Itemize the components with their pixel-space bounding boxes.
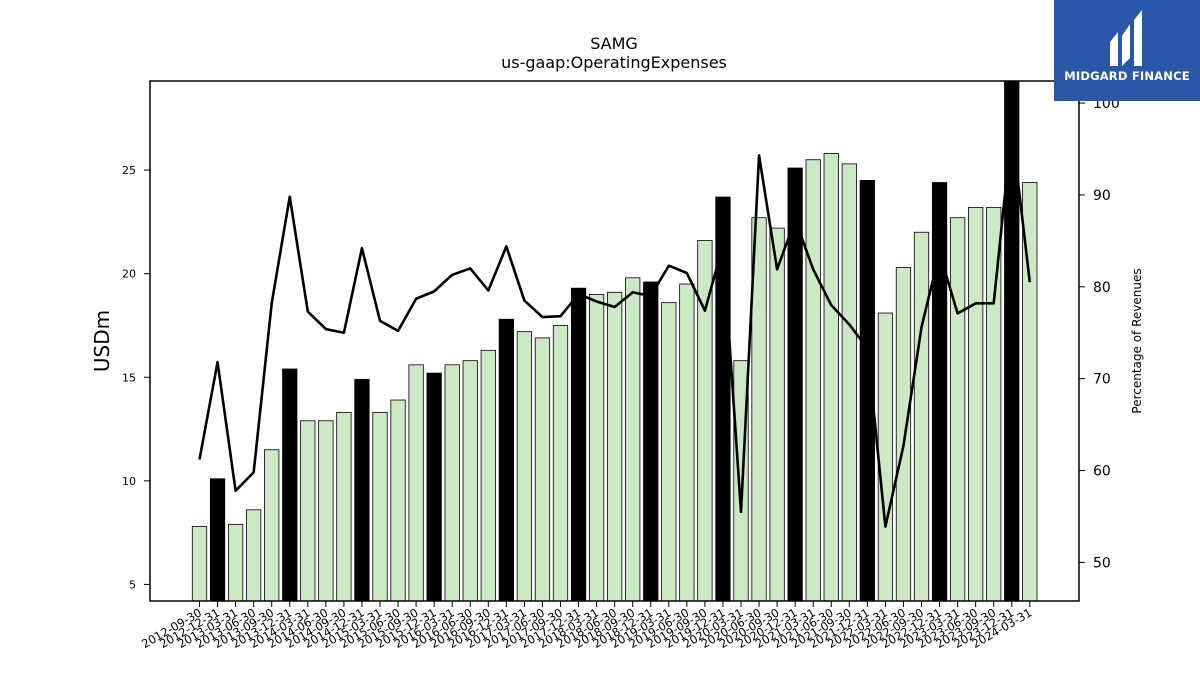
y-tick-label: 15 (122, 371, 136, 384)
y2-tick-label: 70 (1093, 372, 1111, 388)
y2-tick-label: 90 (1093, 188, 1111, 204)
chart-title: SAMG (590, 34, 638, 53)
bar (372, 412, 388, 602)
y-tick-label: 10 (122, 475, 136, 488)
y-tick-label: 20 (122, 268, 136, 281)
bar (552, 325, 569, 602)
bar (841, 163, 857, 602)
x-axis: 2012-09-302012-12-312013-03-312013-06-30… (139, 601, 1034, 651)
bar (895, 267, 912, 602)
bar (227, 523, 244, 602)
bar (426, 372, 442, 602)
bar (625, 277, 641, 602)
bar (588, 293, 605, 602)
bar (931, 182, 948, 602)
bar (1004, 80, 1020, 602)
bar (570, 287, 587, 602)
bar (191, 526, 208, 602)
y2-tick-label: 50 (1093, 555, 1111, 571)
bar (823, 153, 839, 602)
logo-text: MIDGARD FINANCE (1064, 69, 1190, 83)
y2-axis-label: Percentage of Revenues (1130, 268, 1144, 413)
y-axis-label: USDm (90, 310, 114, 372)
logo-mark-icon (1110, 10, 1142, 66)
bars (191, 80, 1038, 602)
bar (480, 349, 496, 602)
series-line (198, 127, 1032, 528)
bar (408, 364, 424, 602)
bar (913, 231, 930, 602)
bar (679, 283, 695, 602)
bar (354, 378, 370, 602)
bar (264, 449, 280, 602)
bar (877, 312, 894, 602)
bar (444, 364, 460, 602)
bar (246, 509, 262, 602)
y-tick-label: 25 (122, 164, 136, 177)
bar (300, 420, 316, 602)
brand-logo: MIDGARD FINANCE (1054, 0, 1200, 101)
bar (336, 412, 352, 602)
bar (498, 318, 514, 602)
bar (390, 399, 406, 602)
bar (968, 206, 984, 602)
bar (516, 331, 533, 602)
bar (534, 337, 551, 602)
bar (318, 420, 334, 602)
chart-subtitle: us-gaap:OperatingExpenses (501, 53, 727, 72)
line-layer (198, 127, 1032, 528)
y2-tick-label: 60 (1093, 464, 1111, 480)
y2-tick-label: 80 (1093, 280, 1111, 296)
bar (209, 478, 226, 602)
bar (769, 227, 785, 602)
bar (949, 217, 966, 602)
bar (805, 159, 821, 602)
left-axis: 5 10 15 20 25 (122, 164, 150, 591)
bar (643, 281, 659, 602)
bar (462, 360, 478, 602)
bar (607, 291, 623, 602)
bar (661, 302, 677, 602)
y-tick-label: 5 (129, 578, 136, 591)
bar (282, 368, 298, 602)
